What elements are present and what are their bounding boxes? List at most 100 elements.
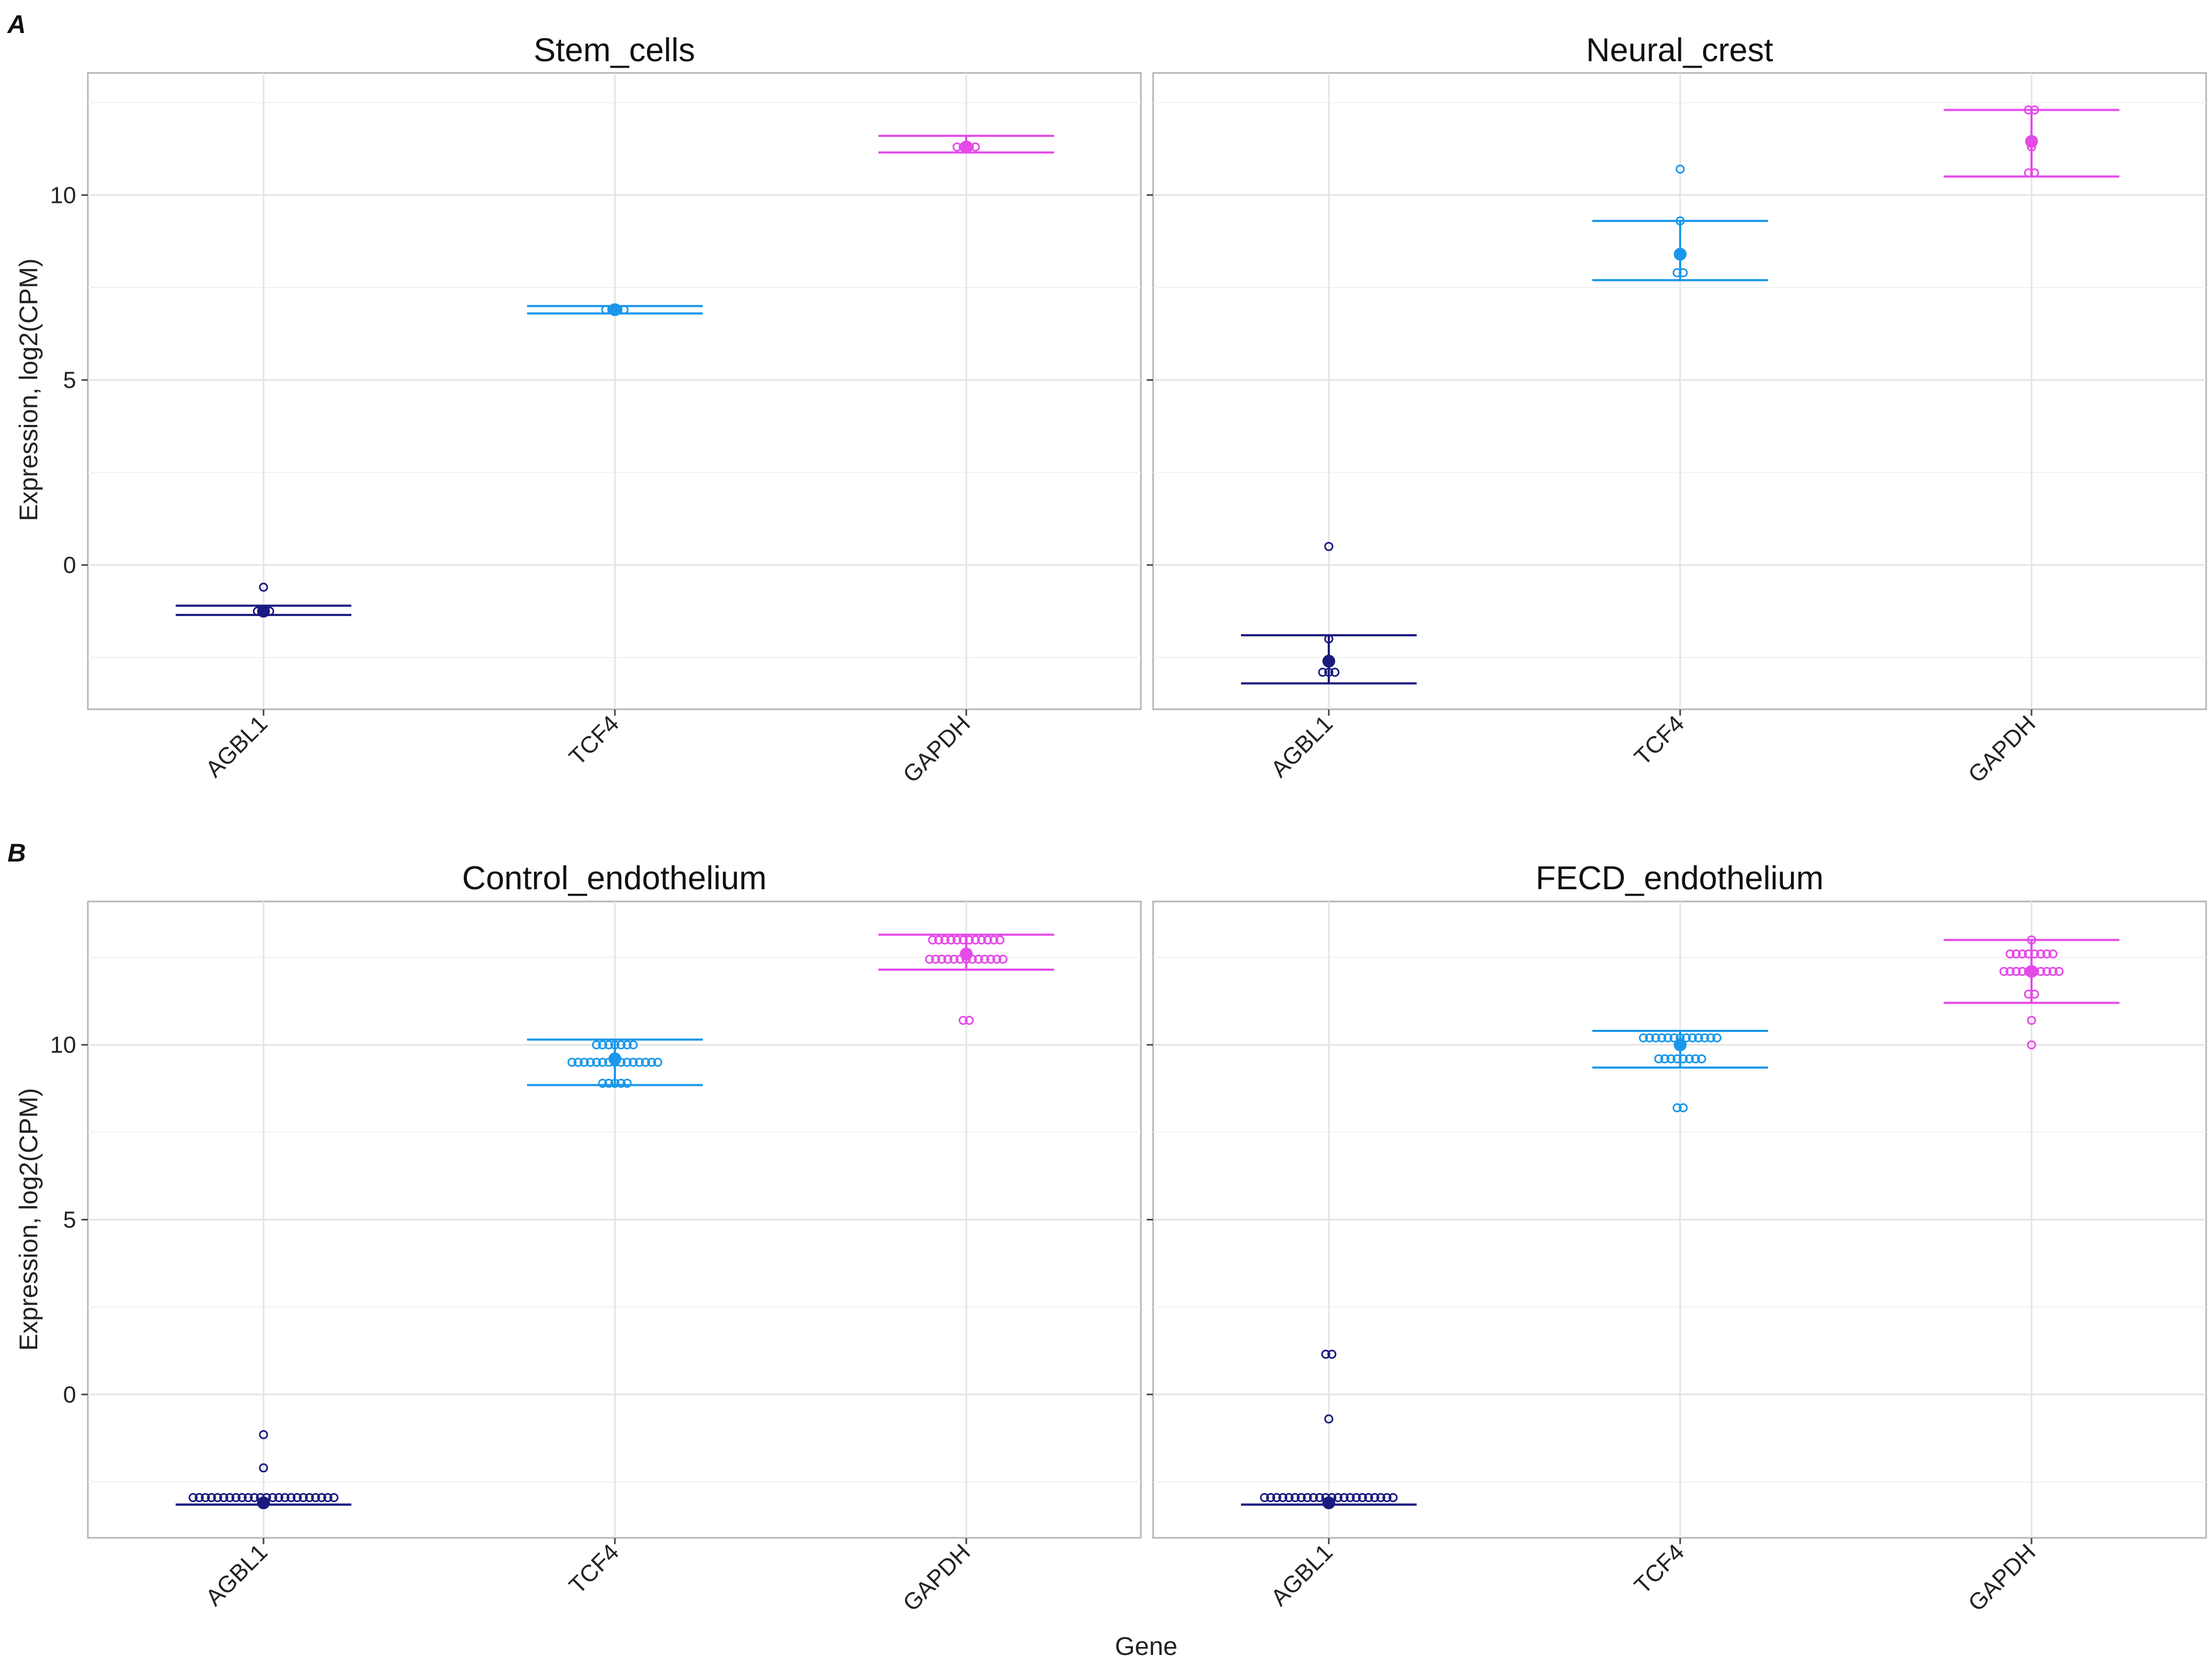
- x-tick-label-agbl1: AGBL1: [201, 1539, 273, 1611]
- data-point: [1309, 1493, 1318, 1502]
- data-point: [2042, 949, 2052, 958]
- x-axis-title: Gene: [1115, 1633, 1177, 1661]
- data-point: [610, 1078, 620, 1088]
- data-point: [2030, 949, 2040, 958]
- data-point: [280, 1493, 290, 1502]
- data-point: [1324, 542, 1334, 551]
- y-tick-label: 10: [50, 1032, 76, 1058]
- facet-stem-cells: 0 5 10 Stem_cells AGBL1 TCF4 GAPDH: [50, 32, 1142, 788]
- data-point: [1278, 1493, 1288, 1502]
- data-point: [641, 1058, 650, 1067]
- data-point: [188, 1493, 198, 1502]
- data-point: [237, 1493, 247, 1502]
- data-point: [250, 1493, 259, 1502]
- data-point: [1675, 216, 1685, 226]
- mean-point: [1674, 248, 1687, 261]
- data-point: [949, 954, 959, 964]
- facet-title: Control_endothelium: [462, 860, 767, 897]
- mean-point: [608, 303, 621, 316]
- data-point: [934, 935, 943, 945]
- data-point: [194, 1493, 204, 1502]
- data-point: [1654, 1054, 1664, 1063]
- data-point: [592, 1058, 601, 1067]
- data-point: [980, 954, 989, 964]
- series-gapdh: [878, 933, 1054, 1025]
- data-point: [1266, 1493, 1276, 1502]
- data-point: [952, 935, 962, 945]
- data-point: [1682, 1033, 1691, 1043]
- data-point: [1679, 1054, 1688, 1063]
- data-point: [568, 1058, 577, 1067]
- data-point: [2027, 1015, 2036, 1025]
- facet-neural-crest: Neural_crest AGBL1 TCF4 GAPDH: [1147, 32, 2207, 788]
- data-point: [977, 935, 986, 945]
- data-point: [1296, 1493, 1306, 1502]
- data-point: [2054, 966, 2064, 976]
- data-point: [2005, 966, 2015, 976]
- data-point: [616, 1078, 626, 1088]
- y-tick-label: 5: [63, 367, 76, 394]
- data-point: [2048, 966, 2058, 976]
- data-point: [1660, 1054, 1670, 1063]
- data-point: [2027, 935, 2036, 945]
- series-tcf4: [527, 303, 703, 316]
- data-point: [622, 1078, 632, 1088]
- data-point: [1672, 268, 1682, 277]
- data-point: [937, 954, 947, 964]
- series-tcf4: [1592, 165, 1768, 282]
- facet-title: Neural_crest: [1586, 32, 1773, 69]
- data-point: [1666, 1054, 1676, 1063]
- data-point: [2030, 989, 2040, 999]
- data-point: [1697, 1054, 1706, 1063]
- data-point: [1324, 634, 1334, 644]
- data-point: [1706, 1033, 1715, 1043]
- data-point: [292, 1493, 302, 1502]
- series-tcf4: [1592, 1029, 1768, 1112]
- data-point: [1290, 1493, 1300, 1502]
- data-point: [1672, 1103, 1682, 1112]
- y-tick-label: 0: [63, 1382, 76, 1408]
- data-point: [2024, 989, 2033, 999]
- data-point: [323, 1493, 333, 1502]
- data-point: [1321, 1349, 1330, 1359]
- data-point: [1382, 1493, 1392, 1502]
- data-point: [1315, 1493, 1325, 1502]
- data-point: [2030, 105, 2040, 114]
- data-point: [1284, 1493, 1294, 1502]
- data-point: [622, 1040, 632, 1050]
- data-point: [928, 935, 938, 945]
- data-point: [259, 1463, 268, 1473]
- data-point: [2011, 966, 2021, 976]
- data-point: [989, 935, 999, 945]
- data-point: [259, 583, 268, 592]
- data-point: [958, 1015, 968, 1025]
- data-point: [329, 1493, 339, 1502]
- data-point: [1700, 1033, 1709, 1043]
- mean-point: [960, 140, 973, 153]
- data-point: [225, 1493, 235, 1502]
- data-point: [998, 954, 1008, 964]
- data-point: [243, 1493, 253, 1502]
- data-point: [598, 1078, 607, 1088]
- data-point: [2027, 1040, 2036, 1050]
- data-point: [1330, 668, 1339, 677]
- data-point: [958, 935, 968, 945]
- data-point: [965, 935, 974, 945]
- facet-title: Stem_cells: [533, 32, 695, 69]
- data-point: [207, 1493, 216, 1502]
- data-point: [1260, 1493, 1269, 1502]
- data-point: [268, 1493, 277, 1502]
- mean-point: [608, 1052, 621, 1065]
- data-point: [1670, 1033, 1679, 1043]
- data-point: [274, 1493, 284, 1502]
- data-point: [1352, 1493, 1361, 1502]
- data-point: [1657, 1033, 1666, 1043]
- data-point: [974, 954, 983, 964]
- x-tick-label-agbl1: AGBL1: [1266, 1539, 1338, 1611]
- data-point: [622, 1058, 632, 1067]
- facet-fecd-endothelium: FECD_endothelium AGBL1 TCF4 GAPDH: [1147, 860, 2207, 1617]
- data-point: [647, 1058, 656, 1067]
- data-point: [231, 1493, 241, 1502]
- data-point: [213, 1493, 223, 1502]
- mean-point: [1322, 1496, 1335, 1510]
